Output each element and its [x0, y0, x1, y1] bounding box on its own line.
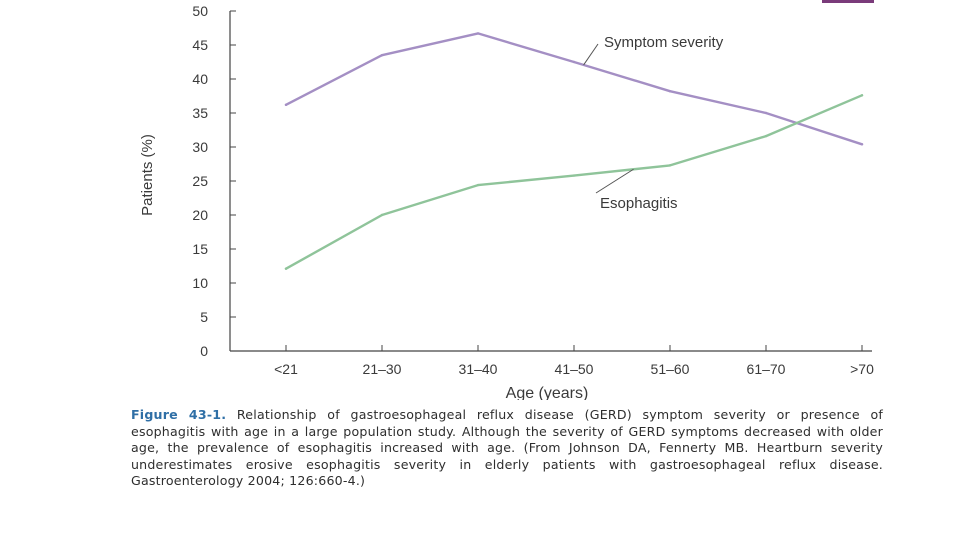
y-tick-label: 5: [200, 309, 208, 325]
data-point: [284, 103, 288, 107]
x-tick-label: 51–60: [651, 361, 690, 377]
annotation-layer: Symptom severity Esophagitis: [583, 34, 724, 212]
data-point: [668, 90, 672, 93]
data-point: [764, 111, 768, 115]
figure-caption-text: Relationship of gastroesophageal reflux …: [131, 407, 883, 488]
x-axis-label: Age (years): [506, 385, 589, 400]
y-tick-label: 50: [192, 3, 208, 19]
y-tick-label: 10: [192, 275, 208, 291]
y-tick-label: 15: [192, 241, 208, 257]
annotation-label: Esophagitis: [600, 195, 678, 212]
figure-label: Figure 43-1.: [131, 407, 227, 422]
data-point: [284, 267, 288, 270]
data-point: [860, 143, 864, 146]
annotation-leader: [595, 168, 634, 194]
data-point: [860, 94, 864, 97]
data-point: [380, 54, 384, 57]
data-point: [572, 60, 576, 64]
y-tick-label: 45: [192, 37, 208, 53]
data-point: [476, 183, 480, 187]
y-tick-label: 20: [192, 207, 208, 223]
data-point: [476, 32, 480, 35]
data-point: [764, 134, 768, 138]
x-tick-label: 41–50: [555, 361, 594, 377]
accent-bar: [822, 0, 874, 3]
annotation-label: Symptom severity: [604, 34, 724, 51]
line-chart: 0 5 10 15 20 25 30 35 40 45 50 <21 21–30 31–40 41–50 5…: [139, 3, 874, 400]
y-tick-label: 0: [200, 343, 208, 359]
y-tick-label: 25: [192, 173, 208, 189]
data-point: [668, 164, 672, 167]
data-point: [572, 174, 576, 177]
y-tick-label: 40: [192, 71, 208, 87]
series-line-1: [284, 94, 864, 270]
annotation-leader: [583, 43, 599, 66]
x-tick-label: >70: [850, 361, 874, 377]
x-tick-label: <21: [274, 361, 298, 377]
data-point: [380, 213, 384, 217]
x-axis: <21 21–30 31–40 41–50 51–60 61–70 >70: [230, 345, 874, 377]
series-layer: [284, 32, 864, 270]
x-tick-label: 61–70: [747, 361, 786, 377]
y-tick-label: 35: [192, 105, 208, 121]
series-line-0: [284, 32, 864, 146]
figure-caption: Figure 43-1. Relationship of gastroesoph…: [131, 407, 883, 490]
x-tick-label: 21–30: [363, 361, 402, 377]
y-axis: 0 5 10 15 20 25 30 35 40 45 50: [192, 3, 236, 359]
y-tick-label: 30: [192, 139, 208, 155]
y-axis-label: Patients (%): [139, 134, 156, 216]
x-tick-label: 31–40: [459, 361, 498, 377]
